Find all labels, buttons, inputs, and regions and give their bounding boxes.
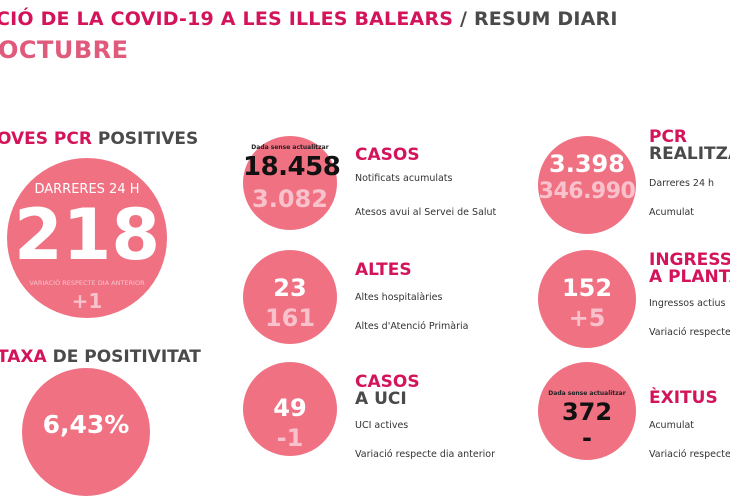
discharges-label-bottom: Altes d'Atenció Primària	[355, 321, 469, 332]
positivity-circle: 6,43%	[22, 368, 150, 496]
report-title-main: CIÓ DE LA COVID-19 A LES ILLES BALEARS	[0, 8, 454, 30]
deaths-label-bottom: Variació respecte d	[649, 449, 730, 460]
deaths-circle: Dada sense actualitzar 372 -	[538, 362, 636, 460]
admissions-heading-1: INGRESSOS	[649, 250, 730, 270]
admissions-circle: 152 +5	[538, 250, 636, 348]
pcr-done-circle: 3.398 346.990	[538, 136, 636, 234]
icu-heading-2: A UCI	[355, 389, 407, 409]
deaths-value-bottom: -	[582, 424, 592, 452]
deaths-label-top: Acumulat	[649, 420, 695, 431]
pcr-positives-value: 218	[13, 194, 161, 276]
pcr-positives-variation: +1	[71, 289, 103, 313]
cases-outdated-badge: Dada sense actualitzar	[251, 144, 329, 151]
discharges-label-top: Altes hospitalàries	[355, 292, 443, 303]
pcr-done-label-top: Darreres 24 h	[649, 178, 715, 189]
pcr-positives-heading-b: POSITIVES	[91, 129, 199, 149]
pcr-positives-label-24h: DARRERES 24 H	[34, 182, 140, 197]
discharges-heading: ALTES	[355, 260, 412, 280]
positivity-heading: TAXA DE POSITIVITAT	[0, 348, 201, 366]
pcr-done-heading-1: PCR	[649, 127, 688, 147]
positivity-heading-b: DE POSITIVITAT	[46, 347, 201, 367]
cases-label-top: Notificats acumulats	[355, 173, 453, 184]
pcr-positives-heading-a: OVES PCR	[0, 129, 92, 149]
icu-heading-1: CASOS	[355, 372, 420, 392]
report-title: CIÓ DE LA COVID-19 A LES ILLES BALEARS /…	[0, 8, 618, 30]
icu-circle: 49 -1	[243, 362, 337, 456]
deaths-heading: ÈXITUS	[649, 388, 718, 408]
admissions-value-top: 152	[561, 274, 613, 302]
admissions-label-bottom: Variació respecte d	[649, 327, 730, 338]
admissions-label-top: Ingressos actius	[649, 298, 726, 309]
pcr-done-value-top: 3.398	[549, 150, 625, 178]
discharges-value-top: 23	[273, 274, 307, 302]
cases-value-bottom: 3.082	[252, 185, 328, 213]
pcr-done-label-bottom: Acumulat	[649, 207, 695, 218]
discharges-value-bottom: 161	[264, 304, 316, 332]
cases-circle: Dada sense actualitzar 18.458 3.082	[243, 136, 341, 230]
report-title-separator: /	[453, 8, 474, 30]
admissions-heading-2: A PLANTA	[649, 267, 730, 287]
positivity-heading-a: TAXA	[0, 347, 47, 367]
report-title-sub: RESUM DIARI	[473, 8, 618, 30]
deaths-outdated-badge: Dada sense actualitzar	[548, 390, 626, 397]
deaths-value-top: 372	[561, 398, 613, 426]
pcr-done-value-bottom: 346.990	[538, 179, 636, 204]
cases-label-bottom: Atesos avui al Servei de Salut	[355, 207, 497, 218]
cases-value-top: 18.458	[243, 152, 341, 182]
icu-label-bottom: Variació respecte dia anterior	[355, 449, 496, 460]
positivity-value: 6,43%	[42, 410, 130, 439]
cases-heading: CASOS	[355, 145, 420, 165]
pcr-positives-circle: DARRERES 24 H 218 VARIACIÓ RESPECTE DIA …	[7, 158, 167, 318]
icu-value-top: 49	[273, 394, 307, 422]
report-month: OCTUBRE	[0, 36, 129, 64]
icu-value-bottom: -1	[276, 424, 304, 452]
admissions-value-bottom: +5	[568, 304, 606, 332]
discharges-circle: 23 161	[243, 250, 337, 344]
pcr-done-heading-2: REALITZAD	[649, 144, 730, 164]
icu-label-top: UCI actives	[355, 420, 409, 431]
pcr-positives-heading: OVES PCR POSITIVES	[0, 130, 198, 148]
pcr-positives-variation-label: VARIACIÓ RESPECTE DIA ANTERIOR	[29, 279, 145, 287]
